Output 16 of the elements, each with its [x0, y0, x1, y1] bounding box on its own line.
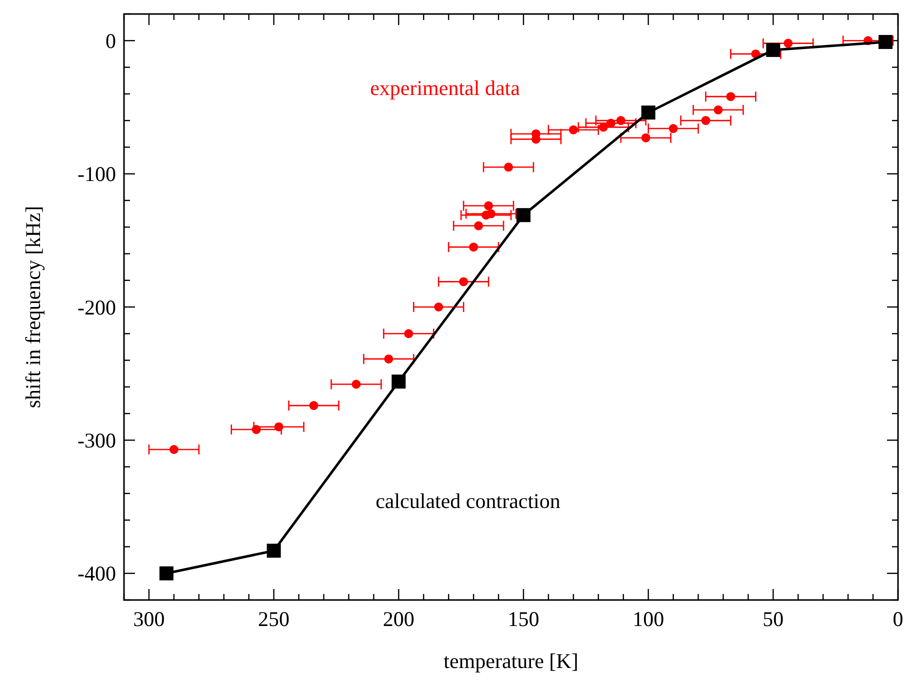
y-axis-title: shift in frequency [kHz]	[21, 206, 45, 408]
text: calculated contraction	[376, 489, 561, 513]
series-label: experimental data	[370, 76, 521, 100]
x-tick-label: 0	[892, 607, 904, 631]
x-axis-title: temperature [K]	[444, 649, 578, 673]
y-tick-label: -300	[78, 428, 116, 453]
x-tick-label: 100	[632, 607, 664, 631]
y-tick-label: 0	[106, 28, 116, 53]
y-tick-label: -400	[78, 562, 116, 586]
y-tick-label: -200	[78, 295, 116, 320]
x-tick-label: 300	[133, 607, 165, 631]
x-tick-label: 250	[258, 607, 290, 631]
x-tick-label: 200	[382, 607, 414, 631]
x-tick-label: 50	[762, 607, 784, 631]
y-tick-label: -100	[78, 162, 116, 186]
x-tick-label: 150	[508, 607, 540, 631]
